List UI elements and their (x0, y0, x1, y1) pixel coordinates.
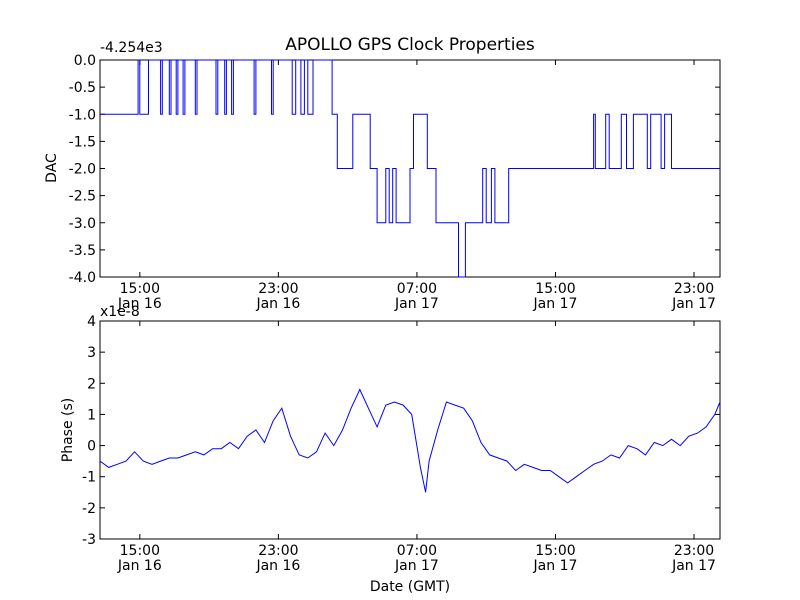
dac-xtick-time: 23:00 (258, 281, 298, 297)
phase-ytick-label: 1 (87, 407, 96, 423)
phase-offset-label: x1e-8 (100, 304, 140, 320)
phase-xtick-time: 15:00 (120, 543, 160, 559)
phase-ylabel: Phase (s) (60, 398, 76, 462)
phase-xtick-date: Jan 16 (255, 558, 300, 574)
phase-xtick-time: 15:00 (535, 543, 575, 559)
dac-ytick-label: -1.5 (69, 134, 96, 150)
dac-ytick-label: -2.0 (69, 162, 96, 178)
phase-ytick-label: -1 (82, 470, 96, 486)
dac-xtick-date: Jan 17 (394, 296, 439, 312)
dac-offset-label: -4.254e3 (100, 40, 163, 56)
dac-xtick-date: Jan 17 (671, 296, 716, 312)
dac-ytick-label: -4.0 (69, 270, 96, 286)
phase-ytick-label: 3 (87, 345, 96, 361)
dac-ytick-label: -2.5 (69, 189, 96, 205)
dac-ytick-label: 0.0 (74, 53, 96, 69)
phase-ytick-label: -2 (82, 501, 96, 517)
dac-ytick-label: -0.5 (69, 80, 96, 96)
dac-xtick-date: Jan 16 (117, 296, 162, 312)
dac-xtick-time: 07:00 (397, 281, 437, 297)
phase-series-line (99, 388, 721, 493)
dac-xtick-date: Jan 16 (255, 296, 300, 312)
x-axis-label: Date (GMT) (370, 579, 450, 595)
phase-y-ticks: 4 3 2 1 0 -1 -2 -3 (82, 314, 720, 548)
phase-xtick-date: Jan 17 (533, 558, 578, 574)
dac-ytick-label: -1.0 (69, 107, 96, 123)
dac-xtick-time: 15:00 (535, 281, 575, 297)
dac-panel: -4.254e3 DAC 0.0 -0.5 -1.0 -1.5 -2.0 -2.5 -3.0… (44, 40, 721, 312)
phase-xtick-time: 23:00 (674, 543, 714, 559)
phase-xtick-date: Jan 17 (671, 558, 716, 574)
phase-ytick-label: 4 (87, 314, 96, 330)
phase-xtick-date: Jan 16 (117, 558, 162, 574)
phase-xtick-date: Jan 17 (394, 558, 439, 574)
dac-xtick-date: Jan 17 (533, 296, 578, 312)
phase-plot-area (99, 320, 721, 540)
dac-ytick-label: -3.0 (69, 216, 96, 232)
dac-ylabel: DAC (44, 153, 60, 183)
dac-xtick-time: 23:00 (674, 281, 714, 297)
chart-title: APOLLO GPS Clock Properties (285, 35, 535, 55)
phase-ytick-label: 2 (87, 376, 96, 392)
phase-ytick-label: -3 (82, 532, 96, 548)
phase-ytick-label: 0 (87, 439, 96, 455)
dac-series-line (100, 59, 720, 278)
dac-ytick-label: -3.5 (69, 243, 96, 259)
dac-xtick-time: 15:00 (120, 281, 160, 297)
phase-xtick-time: 07:00 (397, 543, 437, 559)
dac-y-ticks: 0.0 -0.5 -1.0 -1.5 -2.0 -2.5 -3.0 -3.5 -4.0 (69, 53, 720, 286)
phase-xtick-time: 23:00 (258, 543, 298, 559)
